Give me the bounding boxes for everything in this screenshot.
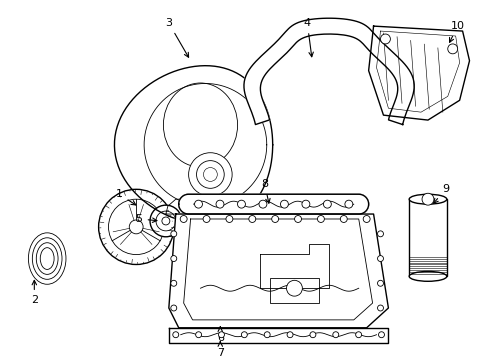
Circle shape <box>203 167 217 181</box>
Circle shape <box>196 161 224 188</box>
Circle shape <box>332 332 338 338</box>
Circle shape <box>355 332 361 338</box>
Circle shape <box>294 216 301 222</box>
Circle shape <box>216 200 224 208</box>
Circle shape <box>377 256 383 261</box>
Circle shape <box>195 332 201 338</box>
Ellipse shape <box>163 83 237 167</box>
Polygon shape <box>168 328 387 343</box>
Circle shape <box>286 280 302 296</box>
Circle shape <box>380 34 389 44</box>
Circle shape <box>194 200 202 208</box>
Circle shape <box>447 44 457 54</box>
Circle shape <box>162 217 169 225</box>
Text: 8: 8 <box>261 179 269 203</box>
Circle shape <box>172 332 178 338</box>
Bar <box>269 278 319 303</box>
Circle shape <box>421 193 433 205</box>
Circle shape <box>170 256 176 261</box>
Circle shape <box>280 200 288 208</box>
Circle shape <box>129 220 143 234</box>
Polygon shape <box>244 18 413 125</box>
Circle shape <box>323 200 331 208</box>
Circle shape <box>150 205 182 237</box>
Circle shape <box>363 216 369 222</box>
Text: 9: 9 <box>433 184 448 203</box>
Text: 4: 4 <box>303 18 313 57</box>
Polygon shape <box>178 194 368 214</box>
Text: 7: 7 <box>216 342 224 357</box>
Circle shape <box>188 153 232 196</box>
Circle shape <box>156 211 175 231</box>
Circle shape <box>170 305 176 311</box>
Ellipse shape <box>408 194 446 204</box>
Circle shape <box>170 280 176 286</box>
Circle shape <box>301 200 309 208</box>
Circle shape <box>180 216 187 222</box>
Circle shape <box>378 332 384 338</box>
Circle shape <box>377 305 383 311</box>
Circle shape <box>218 332 224 338</box>
Circle shape <box>237 200 245 208</box>
Circle shape <box>271 216 278 222</box>
Circle shape <box>259 200 266 208</box>
Circle shape <box>108 199 163 255</box>
Circle shape <box>286 332 292 338</box>
Circle shape <box>344 200 352 208</box>
Ellipse shape <box>408 271 446 281</box>
Circle shape <box>317 216 324 222</box>
Circle shape <box>377 231 383 237</box>
Circle shape <box>340 216 346 222</box>
Text: 10: 10 <box>448 21 464 42</box>
Text: 2: 2 <box>31 280 38 305</box>
Circle shape <box>241 332 247 338</box>
Circle shape <box>377 280 383 286</box>
Circle shape <box>170 231 176 237</box>
Polygon shape <box>368 26 468 120</box>
Circle shape <box>264 332 269 338</box>
Polygon shape <box>168 214 387 328</box>
Text: 3: 3 <box>165 18 188 57</box>
Text: 6: 6 <box>216 327 224 343</box>
Text: 1: 1 <box>116 189 136 205</box>
Circle shape <box>309 332 315 338</box>
Circle shape <box>99 189 173 265</box>
Bar <box>408 199 446 276</box>
Circle shape <box>225 216 232 222</box>
Circle shape <box>248 216 255 222</box>
Circle shape <box>203 216 209 222</box>
Text: 5: 5 <box>135 214 157 224</box>
